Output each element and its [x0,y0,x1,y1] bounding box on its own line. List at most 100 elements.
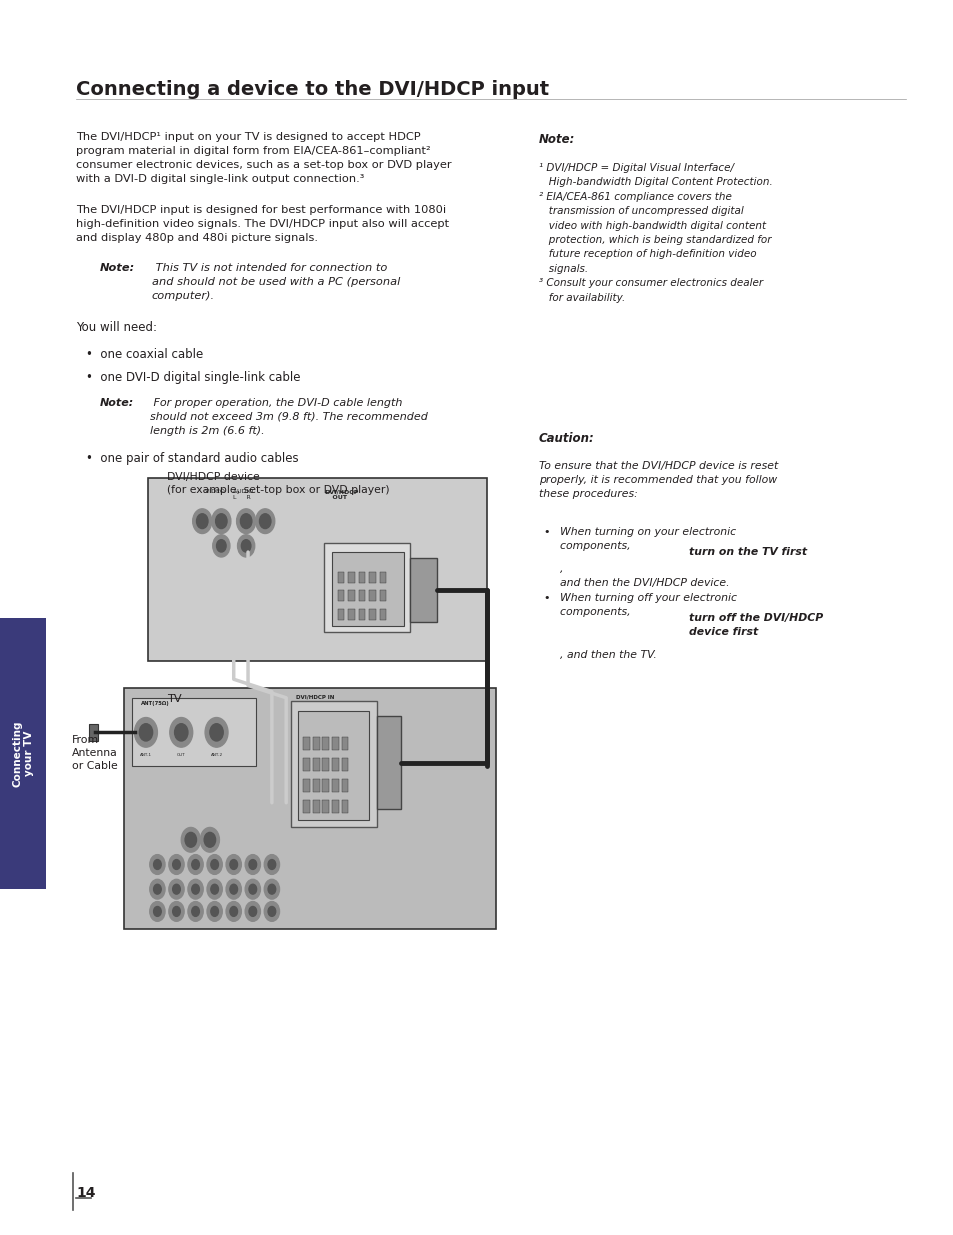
Circle shape [172,884,180,894]
Bar [341,779,348,792]
Text: •: • [543,593,550,603]
Circle shape [245,855,260,874]
Bar [358,609,365,620]
Circle shape [226,879,241,899]
Text: •: • [543,527,550,537]
Text: Note:: Note: [538,133,575,147]
Circle shape [196,514,208,529]
Circle shape [216,540,226,552]
Bar [379,590,386,601]
Text: To ensure that the DVI/HDCP device is reset
properly, it is recommended that you: To ensure that the DVI/HDCP device is re… [538,461,778,499]
Circle shape [169,879,184,899]
Bar [322,779,329,792]
Circle shape [192,906,199,916]
FancyBboxPatch shape [132,698,255,766]
Bar [348,609,355,620]
Bar [313,800,319,813]
Circle shape [172,860,180,869]
Text: When turning off your electronic
components,: When turning off your electronic compone… [559,593,737,616]
Bar [322,800,329,813]
Bar [337,609,344,620]
Text: Note:: Note: [100,263,135,273]
Circle shape [226,902,241,921]
Circle shape [150,855,165,874]
Circle shape [188,902,203,921]
Circle shape [240,514,252,529]
Text: •  one DVI-D digital single-link cable: • one DVI-D digital single-link cable [86,370,300,384]
Text: turn on the TV first: turn on the TV first [688,547,806,557]
Circle shape [268,860,275,869]
Text: This TV is not intended for connection to
and should not be used with a PC (pers: This TV is not intended for connection t… [152,263,399,301]
FancyBboxPatch shape [324,543,410,632]
Bar [332,779,338,792]
Text: ,
and then the DVI/HDCP device.: , and then the DVI/HDCP device. [559,564,729,588]
Bar [337,572,344,583]
Circle shape [211,884,218,894]
Bar [322,758,329,771]
FancyBboxPatch shape [410,558,436,622]
Circle shape [153,884,161,894]
Circle shape [249,906,256,916]
Circle shape [213,535,230,557]
Text: Note:: Note: [100,398,134,408]
Circle shape [215,514,227,529]
Bar [369,590,375,601]
Bar [313,779,319,792]
Bar [337,590,344,601]
Bar [341,737,348,750]
Bar [332,737,338,750]
Bar [89,724,98,741]
Circle shape [264,855,279,874]
Text: ANT-2: ANT-2 [211,753,222,757]
FancyBboxPatch shape [297,711,369,820]
Bar [341,758,348,771]
Circle shape [259,514,271,529]
Text: •  one pair of standard audio cables: • one pair of standard audio cables [86,452,298,466]
Circle shape [207,879,222,899]
Text: For proper operation, the DVI-D cable length
should not exceed 3m (9.8 ft). The : For proper operation, the DVI-D cable le… [150,398,427,436]
Bar [341,800,348,813]
Circle shape [255,509,274,534]
Circle shape [268,906,275,916]
Circle shape [169,902,184,921]
Bar [313,758,319,771]
Bar [332,800,338,813]
FancyBboxPatch shape [0,618,46,889]
Bar [322,737,329,750]
Circle shape [236,509,255,534]
Circle shape [174,724,188,741]
Circle shape [205,718,228,747]
Bar [303,758,310,771]
Circle shape [170,718,193,747]
Circle shape [237,535,254,557]
Circle shape [139,724,152,741]
Circle shape [134,718,157,747]
Text: From
Antenna
or Cable: From Antenna or Cable [71,735,117,771]
Bar [313,737,319,750]
Text: The DVI/HDCP input is designed for best performance with 1080i
high-definition v: The DVI/HDCP input is designed for best … [76,205,449,243]
Circle shape [207,855,222,874]
Bar [303,737,310,750]
FancyBboxPatch shape [332,552,403,626]
Circle shape [193,509,212,534]
Text: ANT(75Ω): ANT(75Ω) [141,701,170,706]
Text: OUT: OUT [176,753,186,757]
Bar [358,590,365,601]
Text: When turning on your electronic
components,: When turning on your electronic componen… [559,527,736,551]
Bar [332,758,338,771]
Circle shape [192,860,199,869]
Circle shape [264,879,279,899]
Text: VIDEO    AUDIO
              L     R: VIDEO AUDIO L R [205,489,253,500]
Circle shape [181,827,200,852]
Text: ANT-1: ANT-1 [140,753,152,757]
Text: Connecting a device to the DVI/HDCP input: Connecting a device to the DVI/HDCP inpu… [76,80,549,99]
Bar [369,572,375,583]
Text: turn off the DVI/HDCP
device first: turn off the DVI/HDCP device first [688,613,822,636]
Bar [303,779,310,792]
FancyBboxPatch shape [376,716,400,809]
Circle shape [249,884,256,894]
Circle shape [153,906,161,916]
Text: •  one coaxial cable: • one coaxial cable [86,348,203,362]
Text: DVI/HDCP device
(for example, set-top box or DVD player): DVI/HDCP device (for example, set-top bo… [167,472,389,495]
FancyBboxPatch shape [291,701,376,827]
